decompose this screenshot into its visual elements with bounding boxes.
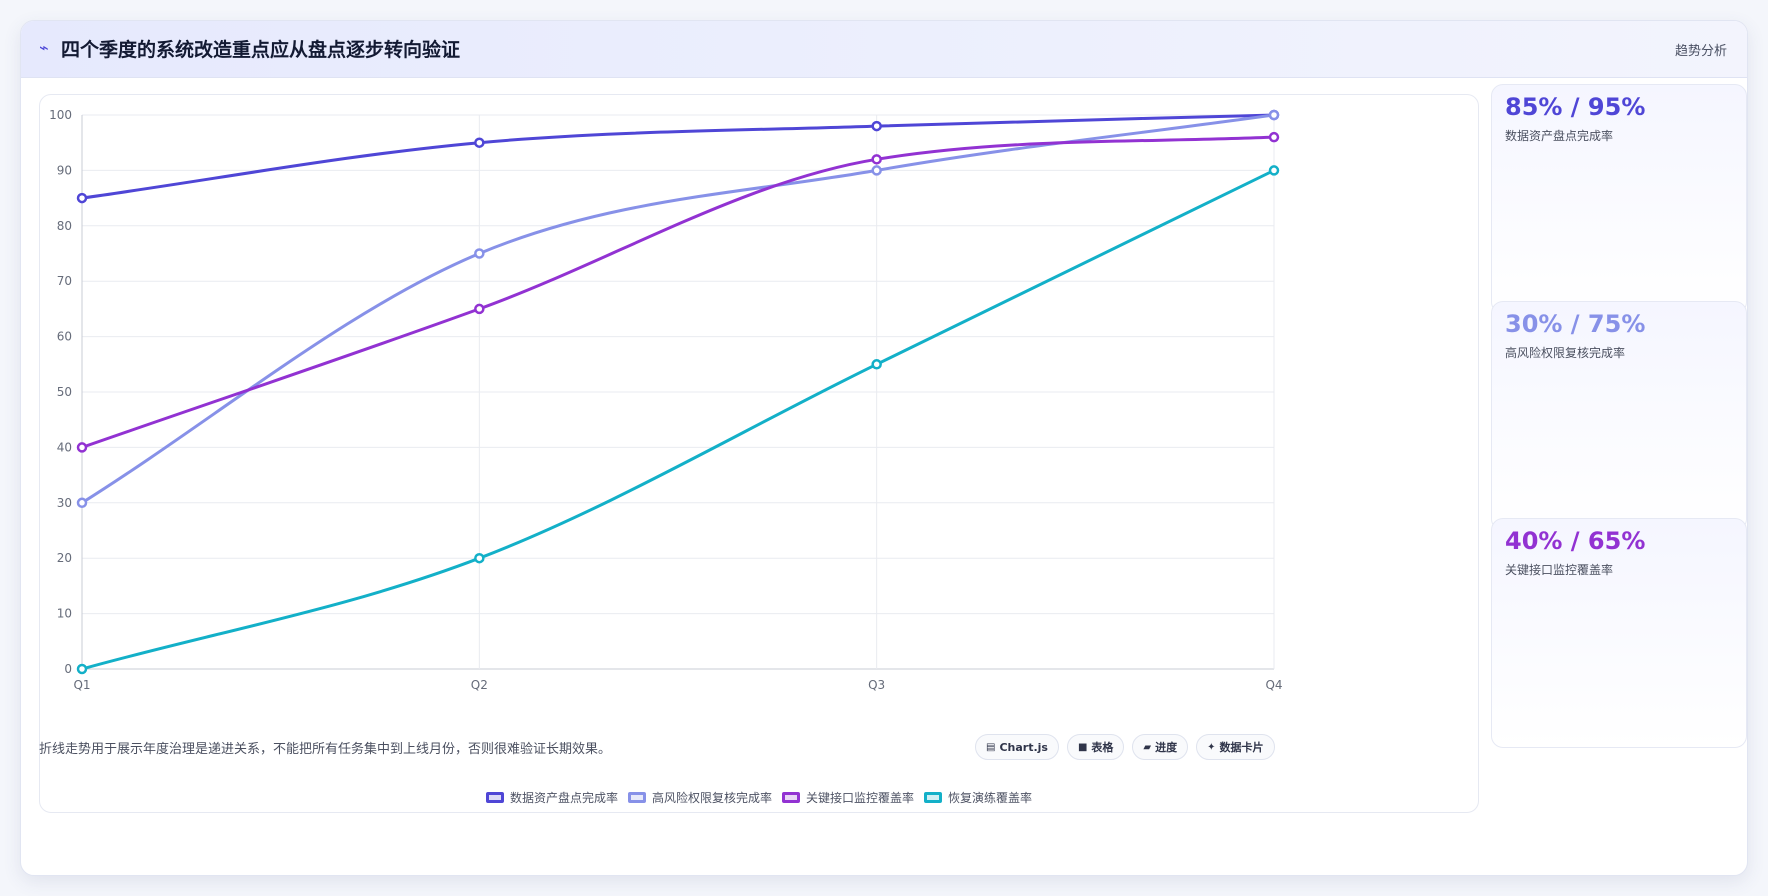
line-chart: 0 10 20 30 40 50 60 70 80 90 100 Q1 Q2 Q3 Q4 <box>49 108 1282 692</box>
data-point <box>76 442 88 453</box>
trend-card: ⌁ 四个季度的系统改造重点应从盘点逐步转向验证 趋势分析 0 10 20 30 40 50… <box>20 20 1748 876</box>
legend-label: 高风险权限复核完成率 <box>651 791 772 805</box>
legend-swatch-icon <box>485 792 504 803</box>
tab-trend-analysis[interactable]: 趋势分析 <box>1674 44 1727 59</box>
data-point <box>871 120 882 132</box>
chart-legend: 数据资产盘点完成率 高风险权限复核完成率 关键接口监控覆盖率 恢复演练覆盖率 <box>40 789 1478 806</box>
data-point <box>76 663 88 675</box>
legend-label: 关键接口监控覆盖率 <box>806 791 915 805</box>
progress-chip[interactable]: ▰ 进度 <box>1132 734 1189 760</box>
sparkle-icon: ✦ <box>1207 741 1216 753</box>
series-line-4 <box>80 168 1276 671</box>
lightning-icon: ⌁ <box>39 38 49 57</box>
chartjs-chip[interactable]: ▤ Chart.js <box>975 734 1059 760</box>
kpi-card-interface-monitoring: 40% / 65% 关键接口监控覆盖率 <box>1491 518 1747 748</box>
chip-label: Chart.js <box>999 740 1048 754</box>
legend-item-series-2[interactable]: 高风险权限复核完成率 <box>627 789 772 806</box>
y-tick-label: 100 <box>49 108 72 122</box>
data-point <box>76 192 88 204</box>
chart-panel: 0 10 20 30 40 50 60 70 80 90 100 Q1 Q2 Q3 Q4 数据资产盘点完成率… <box>39 94 1479 813</box>
legend-swatch-icon <box>627 792 646 803</box>
y-tick-label: 60 <box>57 330 72 344</box>
x-tick-label: Q3 <box>868 678 885 692</box>
y-tick-label: 0 <box>64 662 72 676</box>
chip-label: 进度 <box>1155 741 1178 754</box>
table-icon: ■ <box>1077 741 1088 753</box>
data-point <box>1268 165 1280 176</box>
legend-item-series-4[interactable]: 恢复演练覆盖率 <box>924 789 1032 806</box>
kpi-label: 数据资产盘点完成率 <box>1505 129 1614 143</box>
y-tick-label: 20 <box>57 551 72 565</box>
data-point <box>474 137 485 148</box>
tool-chips: ▤ Chart.js ■ 表格 ▰ 进度 ✦ 数据卡片 <box>975 734 1275 760</box>
data-card-chip[interactable]: ✦ 数据卡片 <box>1196 734 1275 760</box>
chart-icon: ▤ <box>986 741 996 753</box>
y-tick-label: 90 <box>57 163 72 177</box>
kpi-value: 85% / 95% <box>1505 93 1646 121</box>
data-point <box>871 165 882 176</box>
kpi-label: 高风险权限复核完成率 <box>1505 346 1626 360</box>
kpi-value: 40% / 65% <box>1505 527 1646 555</box>
progress-icon: ▰ <box>1143 741 1152 753</box>
y-tick-label: 30 <box>57 496 72 510</box>
data-point <box>474 552 485 564</box>
x-tick-label: Q2 <box>471 678 488 692</box>
legend-swatch-icon <box>924 792 943 803</box>
legend-item-series-3[interactable]: 关键接口监控覆盖率 <box>782 789 914 806</box>
table-chip[interactable]: ■ 表格 <box>1066 734 1125 760</box>
footer-note: 折线走势用于展示年度治理是递进关系，不能把所有任务集中到上线月份，否则很难验证长… <box>39 742 612 757</box>
kpi-card-permission-review: 30% / 75% 高风险权限复核完成率 <box>1491 301 1747 531</box>
y-tick-label: 80 <box>57 219 72 233</box>
data-point <box>474 248 485 259</box>
data-point <box>76 497 88 509</box>
chip-label: 表格 <box>1091 741 1114 754</box>
y-tick-label: 50 <box>57 385 72 399</box>
y-tick-label: 10 <box>57 607 72 621</box>
legend-swatch-icon <box>782 792 800 803</box>
y-tick-label: 70 <box>57 274 72 288</box>
x-tick-label: Q1 <box>73 678 90 692</box>
data-point <box>474 303 485 315</box>
legend-label: 数据资产盘点完成率 <box>509 791 618 805</box>
series-line-2 <box>80 113 1276 505</box>
kpi-value: 30% / 75% <box>1505 310 1646 338</box>
kpi-card-asset-inventory: 85% / 95% 数据资产盘点完成率 <box>1491 84 1747 314</box>
series-line-3 <box>80 135 1276 449</box>
data-point <box>871 154 882 165</box>
series-line-1 <box>80 113 1276 200</box>
legend-item-series-1[interactable]: 数据资产盘点完成率 <box>485 789 618 806</box>
card-header: ⌁ 四个季度的系统改造重点应从盘点逐步转向验证 趋势分析 <box>21 21 1747 78</box>
data-point <box>1268 131 1280 143</box>
chip-label: 数据卡片 <box>1219 741 1264 754</box>
data-point <box>871 359 882 370</box>
x-tick-label: Q4 <box>1265 678 1282 692</box>
data-point <box>1268 109 1280 121</box>
page-title: 四个季度的系统改造重点应从盘点逐步转向验证 <box>61 39 461 61</box>
kpi-label: 关键接口监控覆盖率 <box>1505 563 1614 577</box>
y-tick-label: 40 <box>57 440 72 454</box>
legend-label: 恢复演练覆盖率 <box>948 791 1033 805</box>
